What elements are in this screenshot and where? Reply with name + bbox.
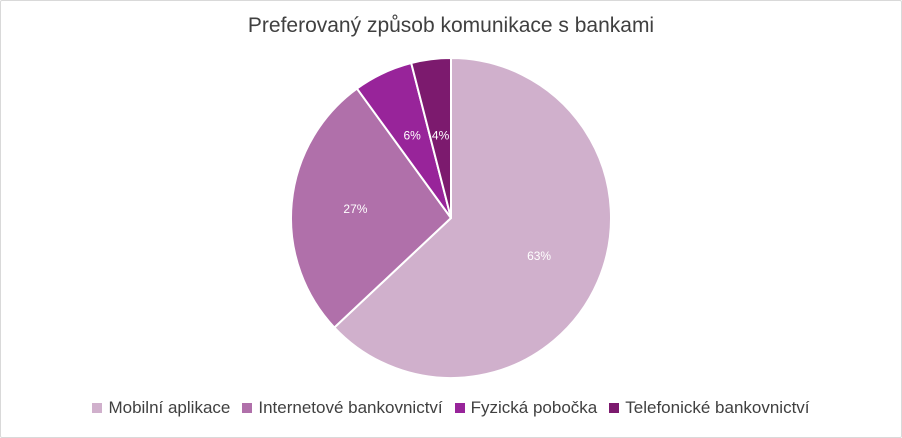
legend-label: Fyzická pobočka	[470, 398, 598, 417]
legend-label: Telefonické bankovnictví	[625, 398, 810, 417]
legend-item-3: Fyzická pobočka	[454, 398, 598, 418]
pie-slice-1	[333, 57, 612, 379]
data-label-4: 4%	[432, 128, 450, 142]
chart-title: Preferovaný způsob komunikace s bankami	[247, 14, 655, 37]
legend-swatch	[454, 403, 465, 413]
pie-slice-4	[410, 57, 452, 219]
data-label-2: 27%	[343, 202, 367, 216]
legend-swatch	[92, 403, 103, 413]
legend-item-2: Internetové bankovnictví	[242, 398, 443, 418]
data-label-3: 6%	[403, 128, 421, 142]
legend-swatch	[242, 403, 253, 413]
legend-item-1: Mobilní aplikace	[92, 398, 230, 418]
legend-item-4: Telefonické bankovnictví	[609, 398, 810, 418]
pie-slice-2	[290, 87, 452, 329]
legend-swatch	[609, 403, 620, 413]
legend-label: Internetové bankovnictví	[258, 398, 443, 417]
legend-label: Mobilní aplikace	[108, 398, 231, 417]
data-label-1: 63%	[527, 249, 551, 263]
legend: Mobilní aplikace Internetové bankovnictví…	[0, 398, 902, 418]
